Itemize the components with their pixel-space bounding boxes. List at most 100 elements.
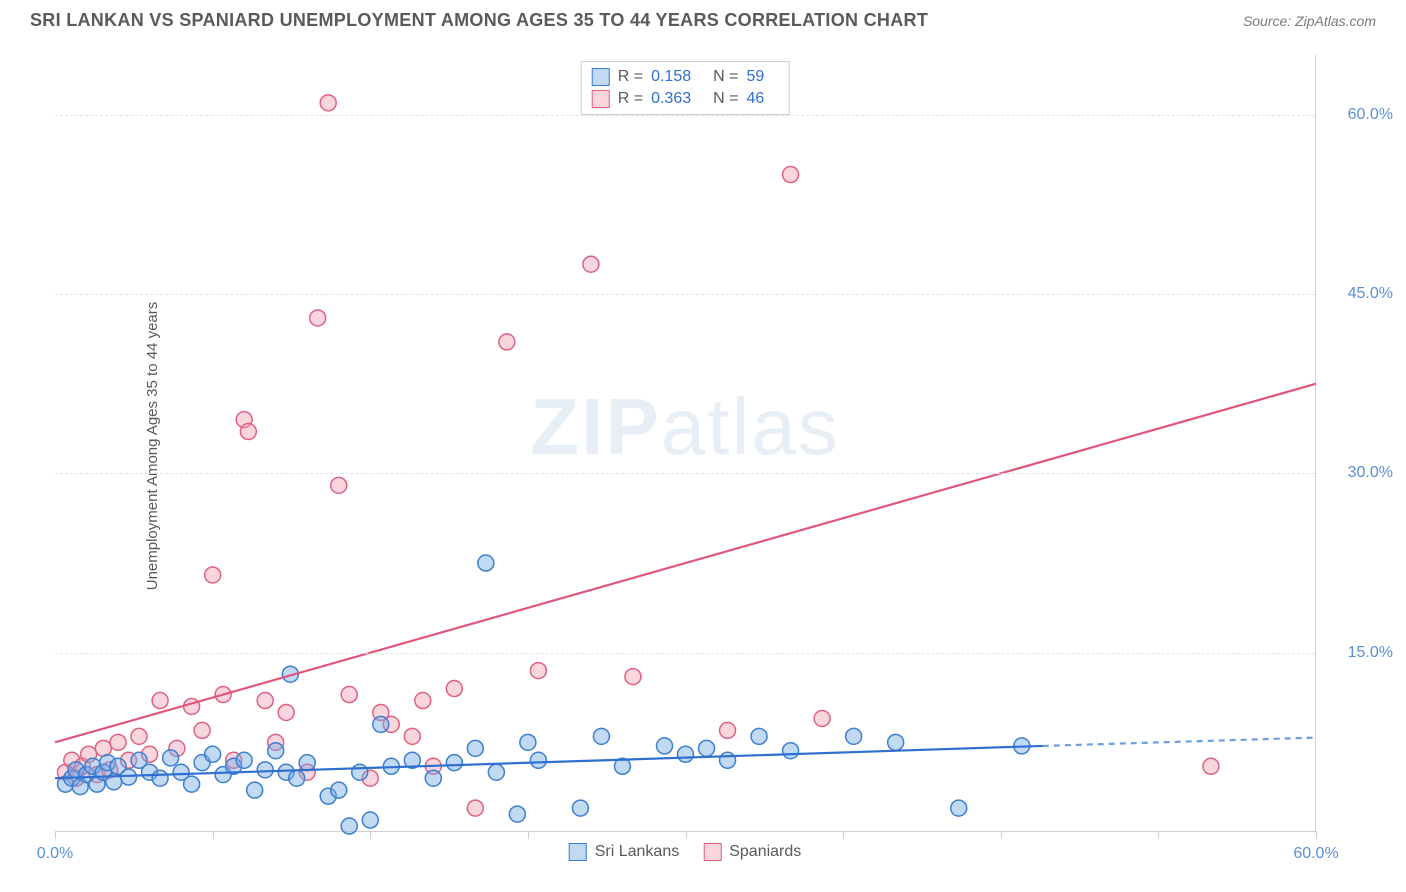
x-tick xyxy=(528,831,529,839)
spaniards-point xyxy=(331,477,347,493)
r-label: R = xyxy=(618,90,643,108)
x-tick xyxy=(55,831,56,839)
sri_lankans-point xyxy=(478,555,494,571)
x-tick xyxy=(686,831,687,839)
spaniards-point xyxy=(404,728,420,744)
sri_lankans-point xyxy=(257,762,273,778)
x-tick xyxy=(843,831,844,839)
chart-header: SRI LANKAN VS SPANIARD UNEMPLOYMENT AMON… xyxy=(0,0,1406,37)
x-tick xyxy=(1316,831,1317,839)
sri_lankans-point xyxy=(509,806,525,822)
legend-swatch xyxy=(592,68,610,86)
spaniards-point xyxy=(814,710,830,726)
spaniards-point xyxy=(467,800,483,816)
chart-source: Source: ZipAtlas.com xyxy=(1243,13,1376,29)
spaniards-point xyxy=(530,663,546,679)
n-label: N = xyxy=(713,68,738,86)
r-value: 0.363 xyxy=(651,90,691,108)
spaniards-point xyxy=(320,95,336,111)
legend-label: Sri Lankans xyxy=(595,843,680,861)
spaniards-point xyxy=(278,704,294,720)
x-tick xyxy=(1158,831,1159,839)
x-tick xyxy=(370,831,371,839)
spaniards-point xyxy=(110,734,126,750)
legend-label: Spaniards xyxy=(729,843,801,861)
grid-line xyxy=(55,294,1315,295)
n-label: N = xyxy=(713,90,738,108)
n-value: 59 xyxy=(746,68,764,86)
sri_lankans-point xyxy=(520,734,536,750)
spaniards-point xyxy=(446,681,462,697)
series-legend: Sri Lankans Spaniards xyxy=(569,843,802,861)
spaniards-point xyxy=(1203,758,1219,774)
chart-title: SRI LANKAN VS SPANIARD UNEMPLOYMENT AMON… xyxy=(30,10,928,31)
spaniards-point xyxy=(783,167,799,183)
spaniards-point xyxy=(341,687,357,703)
y-tick-label: 60.0% xyxy=(1323,106,1393,124)
sri_lankans-point xyxy=(352,764,368,780)
x-tick xyxy=(1001,831,1002,839)
legend-swatch xyxy=(569,843,587,861)
scatter-plot-svg xyxy=(55,55,1315,831)
spaniards-point xyxy=(194,722,210,738)
sri_lankans-point xyxy=(362,812,378,828)
legend-item: Spaniards xyxy=(703,843,801,861)
sri_lankans-point xyxy=(720,752,736,768)
correlation-legend: R = 0.158 N = 59 R = 0.363 N = 46 xyxy=(581,61,790,115)
sri-lankans-trend-dashed xyxy=(1043,738,1316,746)
sri_lankans-point xyxy=(888,734,904,750)
grid-line xyxy=(55,653,1315,654)
sri_lankans-point xyxy=(341,818,357,834)
y-tick-label: 30.0% xyxy=(1323,464,1393,482)
spaniards-point xyxy=(625,669,641,685)
sri_lankans-point xyxy=(751,728,767,744)
sri_lankans-point xyxy=(236,752,252,768)
spaniards-point xyxy=(257,693,273,709)
sri_lankans-point xyxy=(247,782,263,798)
sri_lankans-point xyxy=(488,764,504,780)
sri_lankans-point xyxy=(163,750,179,766)
sri_lankans-point xyxy=(446,755,462,771)
legend-row: R = 0.363 N = 46 xyxy=(592,88,779,110)
sri_lankans-point xyxy=(572,800,588,816)
legend-swatch xyxy=(592,90,610,108)
x-tick-label: 60.0% xyxy=(1293,845,1338,863)
sri_lankans-point xyxy=(268,743,284,759)
sri_lankans-point xyxy=(425,770,441,786)
spaniards-point xyxy=(415,693,431,709)
sri_lankans-point xyxy=(699,740,715,756)
n-value: 46 xyxy=(746,90,764,108)
sri_lankans-point xyxy=(593,728,609,744)
sri_lankans-point xyxy=(951,800,967,816)
legend-swatch xyxy=(703,843,721,861)
sri_lankans-point xyxy=(846,728,862,744)
sri_lankans-point xyxy=(373,716,389,732)
grid-line xyxy=(55,473,1315,474)
r-label: R = xyxy=(618,68,643,86)
spaniards-point xyxy=(499,334,515,350)
sri_lankans-point xyxy=(184,776,200,792)
sri_lankans-point xyxy=(530,752,546,768)
y-tick-label: 45.0% xyxy=(1323,285,1393,303)
grid-line xyxy=(55,115,1315,116)
x-tick-label: 0.0% xyxy=(37,845,73,863)
sri_lankans-point xyxy=(299,755,315,771)
sri_lankans-point xyxy=(205,746,221,762)
r-value: 0.158 xyxy=(651,68,691,86)
sri_lankans-point xyxy=(678,746,694,762)
x-tick xyxy=(213,831,214,839)
sri_lankans-point xyxy=(152,770,168,786)
sri_lankans-point xyxy=(289,770,305,786)
spaniards-point xyxy=(720,722,736,738)
chart-plot-area: ZIPatlas R =0.158N =59R =0.363N =46 Sri … xyxy=(55,55,1316,832)
spaniards-point xyxy=(240,424,256,440)
spaniards-point xyxy=(310,310,326,326)
spaniards-point xyxy=(205,567,221,583)
sri_lankans-point xyxy=(331,782,347,798)
y-tick-label: 15.0% xyxy=(1323,644,1393,662)
spaniards-point xyxy=(95,740,111,756)
spaniards-point xyxy=(131,728,147,744)
legend-row: R = 0.158 N = 59 xyxy=(592,66,779,88)
spaniards-point xyxy=(152,693,168,709)
sri_lankans-point xyxy=(467,740,483,756)
